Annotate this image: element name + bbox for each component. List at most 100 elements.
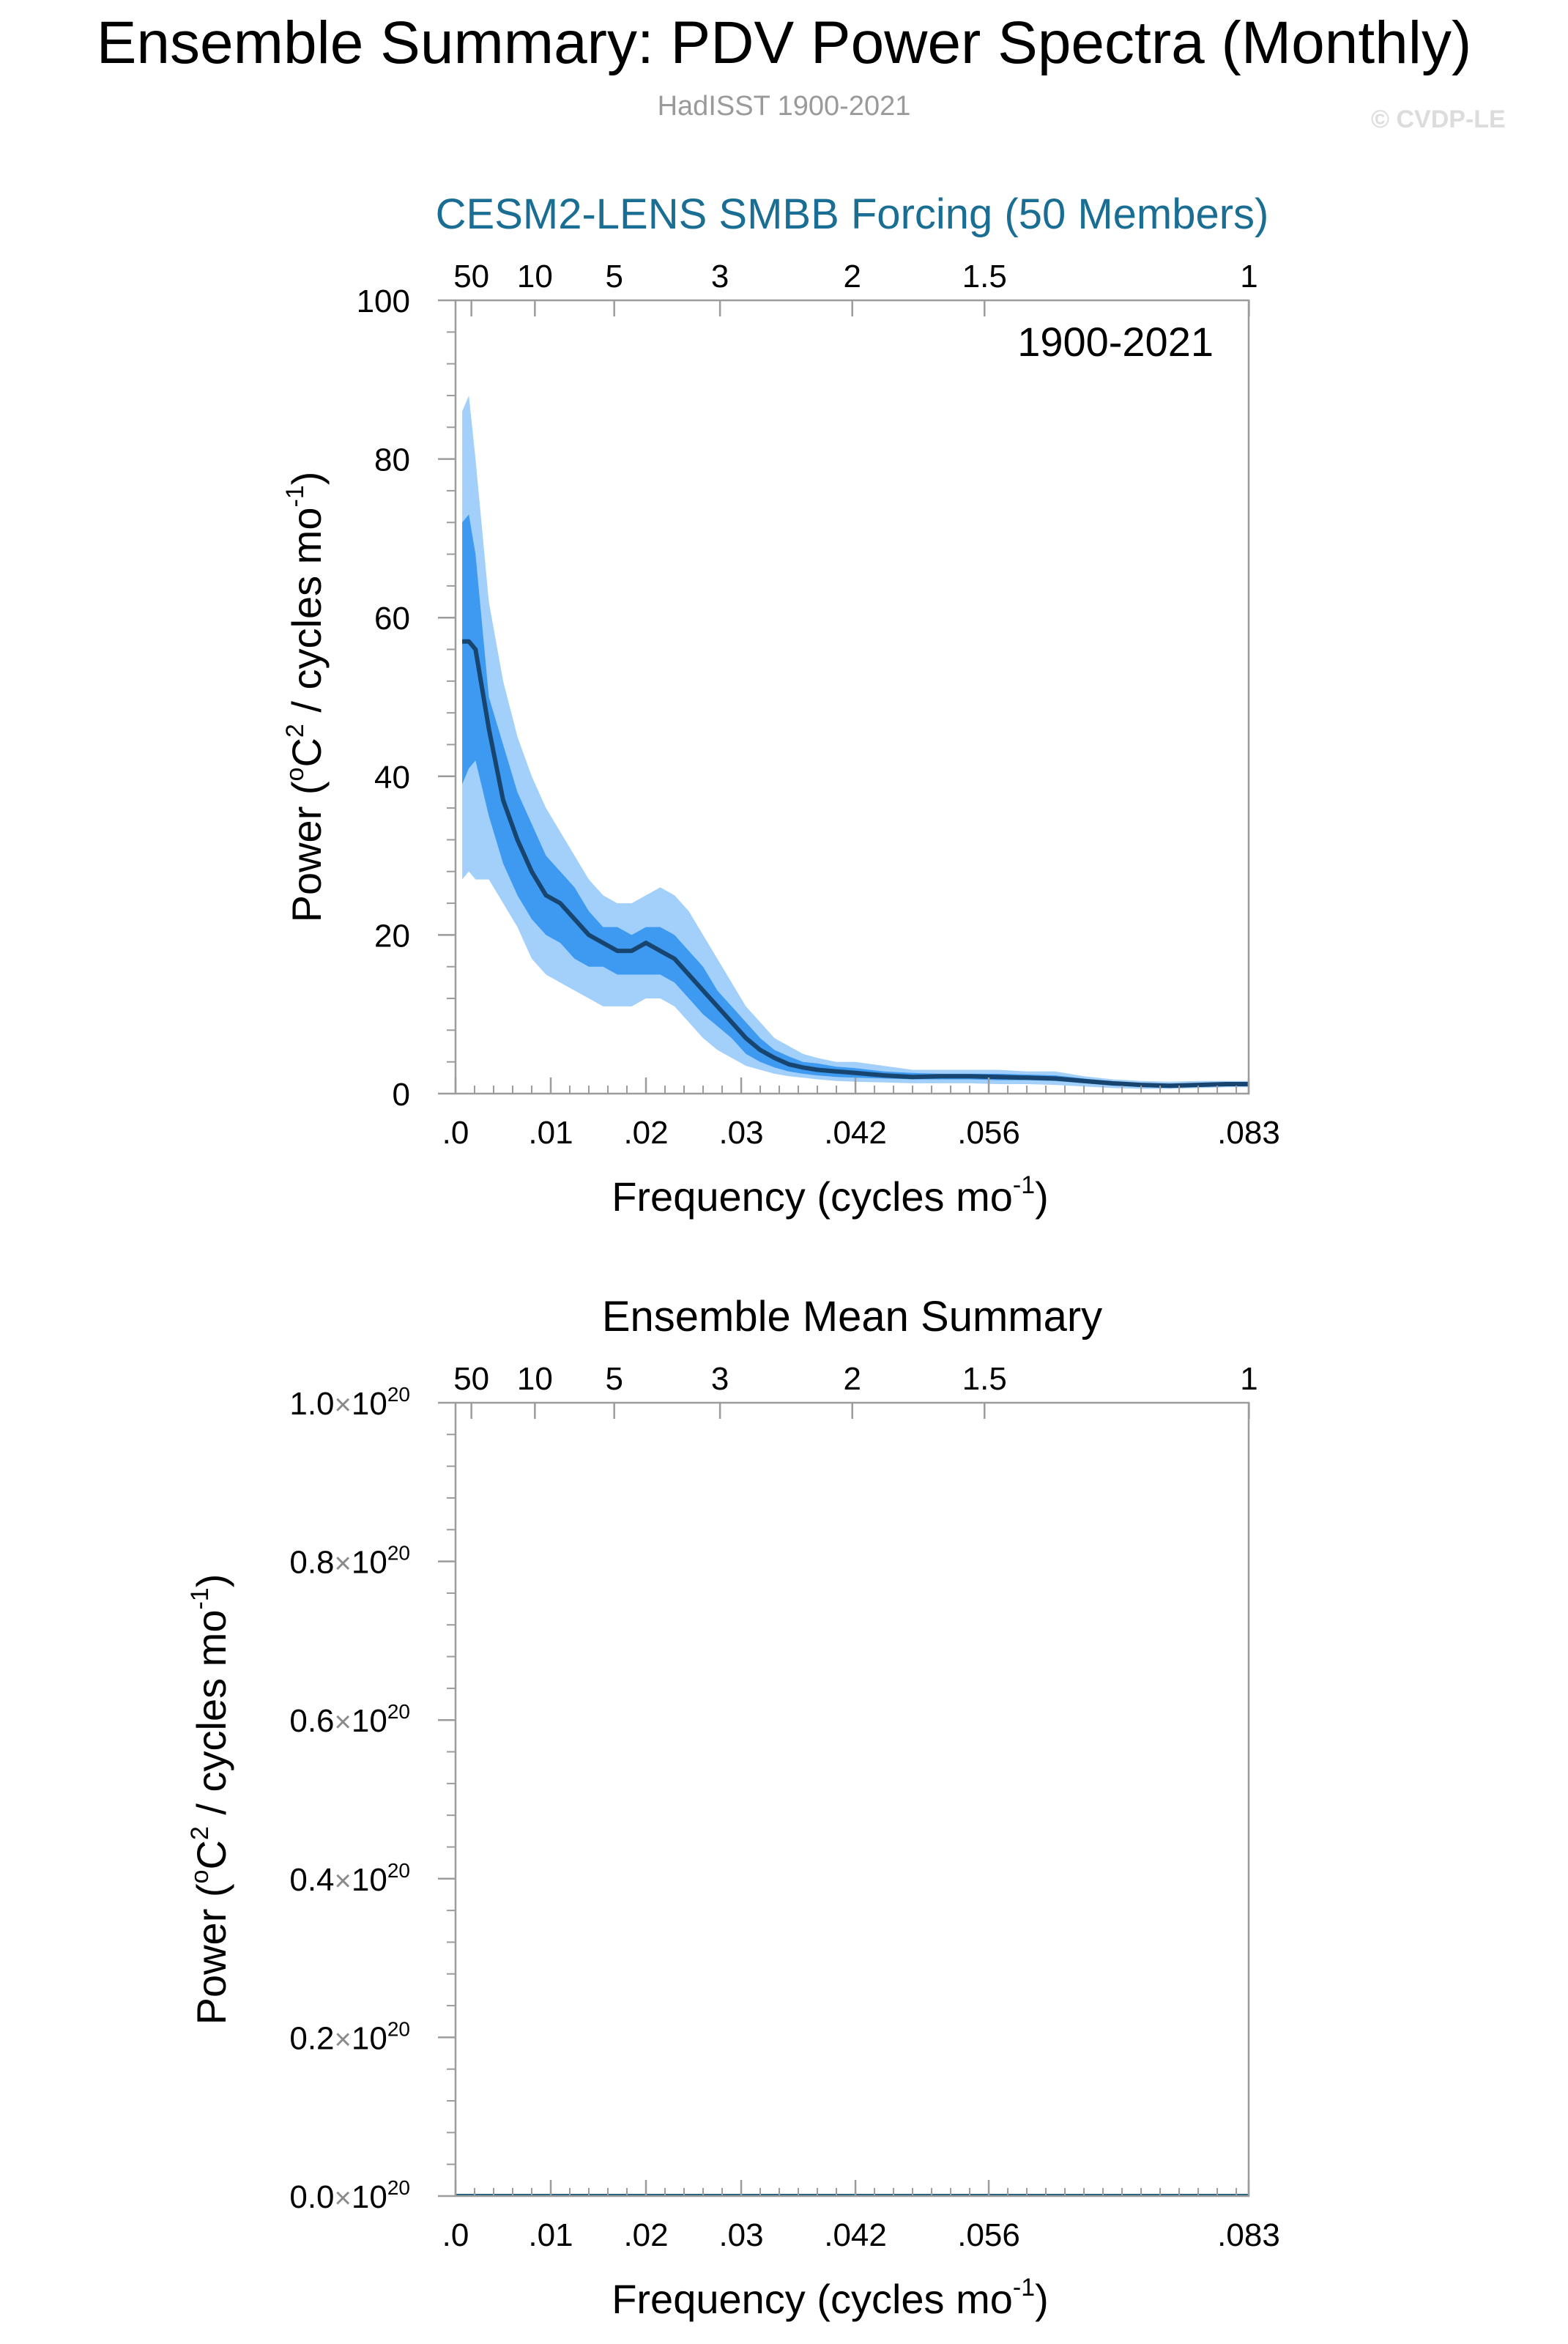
y-axis-label: Power (oC2 / cycles mo-1) <box>281 472 330 923</box>
y-tick-label: 1.0×1020 <box>289 1383 410 1422</box>
y-tick-times: × <box>335 1865 352 1897</box>
x-axis-label: Frequency (cycles mo-1) <box>612 2274 1049 2322</box>
y-tick-exponent: 20 <box>387 2176 410 2199</box>
y-tick-times: × <box>335 2182 352 2214</box>
y-tick-times: × <box>335 1548 352 1580</box>
y-tick-base: 10 <box>352 1545 387 1581</box>
top-tick-label: 10 <box>517 1361 553 1397</box>
y-axis-label-superscript: -1 <box>281 485 309 507</box>
y-tick-base: 10 <box>352 1703 387 1739</box>
y-tick-times: × <box>335 2023 352 2055</box>
x-tick-label: .01 <box>528 2217 573 2253</box>
top-tick-label: 1.5 <box>962 259 1007 294</box>
y-tick-label: 0.2×1020 <box>289 2017 410 2056</box>
y-tick-mantissa: 0.4 <box>289 1862 334 1898</box>
top-tick-label: 1.5 <box>962 1361 1007 1397</box>
copyright-label: © CVDP-LE <box>1371 105 1506 133</box>
y-tick-exponent: 20 <box>387 1700 410 1723</box>
x-tick-label: .0 <box>442 1115 469 1151</box>
top-tick-label: 3 <box>711 1361 729 1397</box>
y-axis-label-superscript: 2 <box>186 1826 214 1840</box>
figure-subtitle: HadISST 1900-2021 <box>657 91 911 122</box>
y-tick-base: 10 <box>352 1386 387 1422</box>
y-tick-label: 40 <box>374 760 410 795</box>
ensemble-mean-line <box>462 639 1249 1088</box>
y-tick-exponent: 20 <box>387 1383 410 1406</box>
y-tick-exponent: 20 <box>387 1542 410 1565</box>
y-axis-label: Power (oC2 / cycles mo-1) <box>186 1574 234 2025</box>
x-tick-label: .02 <box>623 2217 668 2253</box>
y-axis-label-text: / cycles mo <box>188 1610 234 1827</box>
y-tick-mantissa: 0.6 <box>289 1703 334 1739</box>
x-axis-label-superscript: -1 <box>1013 1171 1035 1199</box>
plot-data <box>462 396 1249 1089</box>
y-axis-label-unit: C <box>188 1840 234 1869</box>
x-axis-label-superscript: -1 <box>1013 2274 1035 2302</box>
min-max-band <box>462 396 1249 1089</box>
y-tick-label: 0.6×1020 <box>289 1700 410 1739</box>
y-axis-label-superscript: 2 <box>281 724 309 738</box>
x-axis-label-close: ) <box>1035 1173 1049 1220</box>
y-tick-label: 60 <box>374 601 410 637</box>
y-tick-label: 80 <box>374 442 410 478</box>
top-tick-label: 1 <box>1240 259 1257 294</box>
x-tick-label: .042 <box>824 2217 887 2253</box>
y-tick-exponent: 20 <box>387 2017 410 2040</box>
x-tick-label: .056 <box>957 1115 1020 1151</box>
y-tick-times: × <box>335 1389 352 1421</box>
y-tick-label: 0.4×1020 <box>289 1859 410 1898</box>
y-axis-label-close: ) <box>283 472 330 486</box>
x-tick-label: .03 <box>718 1115 763 1151</box>
y-axis-label-close: ) <box>188 1574 234 1588</box>
figure-title: Ensemble Summary: PDV Power Spectra (Mon… <box>96 10 1472 76</box>
top-tick-label: 2 <box>843 259 861 294</box>
y-tick-label: 0.0×1020 <box>289 2176 410 2215</box>
y-axis-label-superscript: -1 <box>186 1587 214 1609</box>
x-tick-label: .056 <box>957 2217 1020 2253</box>
y-tick-mantissa: 0.8 <box>289 1545 334 1581</box>
y-tick-mantissa: 0.2 <box>289 2020 334 2056</box>
y-tick-label: 0.8×1020 <box>289 1542 410 1581</box>
top-tick-label: 5 <box>605 259 623 294</box>
plot-frame <box>454 1401 1250 2198</box>
panel-title: Ensemble Mean Summary <box>602 1293 1102 1340</box>
top-tick-label: 3 <box>711 259 729 294</box>
panel-title: CESM2-LENS SMBB Forcing (50 Members) <box>436 190 1269 238</box>
y-tick-label: 20 <box>374 918 410 954</box>
top-tick-label: 2 <box>843 1361 861 1397</box>
y-axis-label-superscript: o <box>281 768 309 782</box>
y-tick-exponent: 20 <box>387 1859 410 1882</box>
interquartile-band <box>462 514 1249 1088</box>
y-axis-label-text: / cycles mo <box>283 508 330 724</box>
y-tick-base: 10 <box>352 1862 387 1898</box>
y-tick-mantissa: 1.0 <box>289 1386 334 1422</box>
top-tick-label: 1 <box>1240 1361 1257 1397</box>
x-tick-label: .083 <box>1217 1115 1280 1151</box>
x-tick-label: .03 <box>718 2217 763 2253</box>
y-tick-base: 10 <box>352 2179 387 2215</box>
y-axis-label-superscript: o <box>186 1870 214 1884</box>
period-annotation: 1900-2021 <box>1017 319 1214 365</box>
x-tick-label: .042 <box>824 1115 887 1151</box>
x-tick-label: .0 <box>442 2217 469 2253</box>
x-axis-label-text: Frequency (cycles mo <box>612 2276 1013 2322</box>
top-tick-label: 50 <box>453 1361 489 1397</box>
y-tick-mantissa: 0.0 <box>289 2179 334 2215</box>
y-axis-label-unit: C <box>283 738 330 767</box>
y-tick-base: 10 <box>352 2020 387 2056</box>
x-axis-label-text: Frequency (cycles mo <box>612 1173 1013 1220</box>
top-tick-label: 50 <box>453 259 489 294</box>
x-axis-label: Frequency (cycles mo-1) <box>612 1171 1049 1220</box>
y-axis-label-text: Power ( <box>283 781 330 922</box>
x-tick-label: .02 <box>623 1115 668 1151</box>
y-tick-times: × <box>335 1706 352 1738</box>
y-tick-label: 100 <box>357 283 410 319</box>
x-axis-label-close: ) <box>1035 2276 1049 2322</box>
y-axis-label-text: Power ( <box>188 1883 234 2025</box>
top-tick-label: 5 <box>605 1361 623 1397</box>
x-tick-label: .083 <box>1217 2217 1280 2253</box>
y-tick-label: 0 <box>393 1077 410 1113</box>
